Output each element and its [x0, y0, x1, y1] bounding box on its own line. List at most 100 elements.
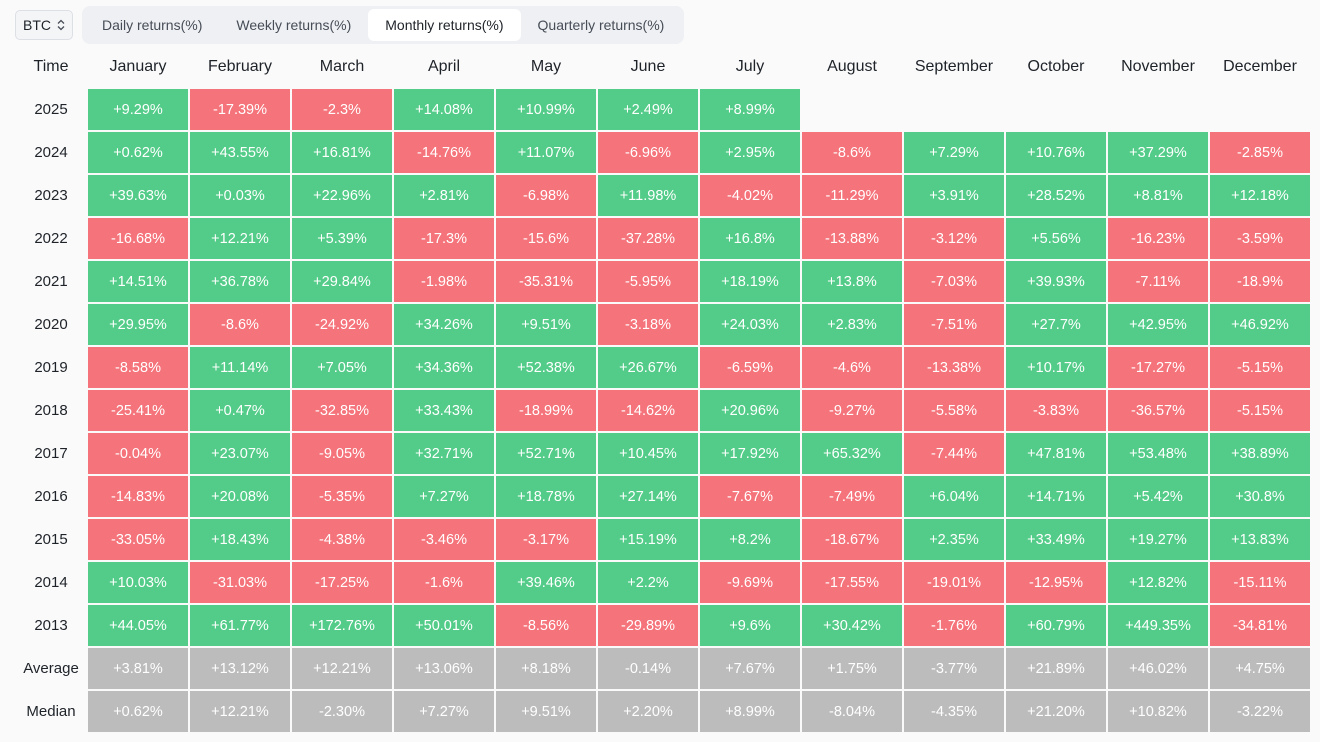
- return-cell: -3.17%: [496, 519, 596, 560]
- return-cell: +11.98%: [598, 175, 698, 216]
- summary-cell: +8.18%: [496, 648, 596, 689]
- summary-row-median: Median +0.62% +12.21% -2.30% +7.27% +9.51% +2.…: [16, 691, 1310, 732]
- return-cell: +0.62%: [88, 132, 188, 173]
- return-cell: +2.2%: [598, 562, 698, 603]
- summary-cell: +13.06%: [394, 648, 494, 689]
- return-cell: +39.46%: [496, 562, 596, 603]
- return-cell: -15.6%: [496, 218, 596, 259]
- return-cell: +11.07%: [496, 132, 596, 173]
- return-cell: -5.15%: [1210, 390, 1310, 431]
- return-cell: +13.8%: [802, 261, 902, 302]
- return-cell: +5.39%: [292, 218, 392, 259]
- summary-cell: -8.04%: [802, 691, 902, 732]
- return-cell: -31.03%: [190, 562, 290, 603]
- return-cell: +61.77%: [190, 605, 290, 646]
- return-cell: +7.05%: [292, 347, 392, 388]
- return-cell: +2.49%: [598, 89, 698, 130]
- return-cell: +50.01%: [394, 605, 494, 646]
- return-cell: +11.14%: [190, 347, 290, 388]
- return-cell: +10.03%: [88, 562, 188, 603]
- column-header-january: January: [109, 57, 167, 75]
- row-year-label: 2023: [34, 187, 68, 204]
- return-cell: -7.44%: [904, 433, 1004, 474]
- return-cell: -34.81%: [1210, 605, 1310, 646]
- return-cell: -5.95%: [598, 261, 698, 302]
- tab-weekly-returns[interactable]: Weekly returns(%): [236, 17, 352, 33]
- asset-select[interactable]: BTC: [15, 10, 73, 40]
- return-cell: -3.59%: [1210, 218, 1310, 259]
- return-cell: +13.83%: [1210, 519, 1310, 560]
- summary-cell: +13.12%: [190, 648, 290, 689]
- return-cell: +60.79%: [1006, 605, 1106, 646]
- return-cell: +33.49%: [1006, 519, 1106, 560]
- return-cell: -17.3%: [394, 218, 494, 259]
- column-header-june: June: [630, 57, 666, 75]
- return-cell: +16.8%: [700, 218, 800, 259]
- return-cell: -5.58%: [904, 390, 1004, 431]
- summary-cell: -2.30%: [292, 691, 392, 732]
- return-cell: +14.71%: [1006, 476, 1106, 517]
- return-cell: +46.92%: [1210, 304, 1310, 345]
- up-down-chevron-icon: [57, 19, 65, 31]
- summary-row-label: Median: [26, 703, 76, 720]
- return-cell: +19.27%: [1108, 519, 1208, 560]
- return-cell: -18.67%: [802, 519, 902, 560]
- column-header-october: October: [1027, 57, 1085, 75]
- return-cell: -17.25%: [292, 562, 392, 603]
- summary-cell: -3.22%: [1210, 691, 1310, 732]
- return-cell: +20.08%: [190, 476, 290, 517]
- table-row: 2023 +39.63% +0.03% +22.96% +2.81% -6.98% +11.…: [16, 175, 1310, 216]
- return-cell: -2.85%: [1210, 132, 1310, 173]
- column-header-february: February: [207, 57, 273, 75]
- return-cell: -8.58%: [88, 347, 188, 388]
- return-cell: -14.62%: [598, 390, 698, 431]
- return-cell: -36.57%: [1108, 390, 1208, 431]
- return-cell: -16.68%: [88, 218, 188, 259]
- return-cell: [1108, 89, 1208, 130]
- return-cell: +17.92%: [700, 433, 800, 474]
- return-cell: -17.55%: [802, 562, 902, 603]
- return-cell: -15.11%: [1210, 562, 1310, 603]
- return-cell: [1210, 89, 1310, 130]
- return-cell: +53.48%: [1108, 433, 1208, 474]
- return-cell: -17.27%: [1108, 347, 1208, 388]
- return-cell: -14.83%: [88, 476, 188, 517]
- return-cell: [904, 89, 1004, 130]
- return-cell: -37.28%: [598, 218, 698, 259]
- return-cell: +2.81%: [394, 175, 494, 216]
- row-year-label: 2021: [34, 273, 68, 290]
- return-cell: +7.27%: [394, 476, 494, 517]
- tab-daily-returns[interactable]: Daily returns(%): [102, 17, 203, 33]
- return-cell: +12.18%: [1210, 175, 1310, 216]
- summary-cell: +7.27%: [394, 691, 494, 732]
- return-cell: -35.31%: [496, 261, 596, 302]
- return-cell: +8.81%: [1108, 175, 1208, 216]
- summary-cell: +2.20%: [598, 691, 698, 732]
- return-cell: -18.9%: [1210, 261, 1310, 302]
- return-cell: +26.67%: [598, 347, 698, 388]
- table-row: 2022 -16.68% +12.21% +5.39% -17.3% -15.6% -37.…: [16, 218, 1310, 259]
- tab-quarterly-returns[interactable]: Quarterly returns(%): [537, 17, 665, 33]
- return-cell: -7.11%: [1108, 261, 1208, 302]
- return-cell: +18.19%: [700, 261, 800, 302]
- return-cell: +10.17%: [1006, 347, 1106, 388]
- return-cell: -1.76%: [904, 605, 1004, 646]
- return-cell: +22.96%: [292, 175, 392, 216]
- return-cell: +3.91%: [904, 175, 1004, 216]
- monthly-returns-table: Time January February March April May June Jul…: [14, 44, 1312, 734]
- return-cell: +20.96%: [700, 390, 800, 431]
- row-year-label: 2014: [34, 574, 68, 591]
- tab-monthly-returns[interactable]: Monthly returns(%): [368, 9, 521, 41]
- return-cell: -8.56%: [496, 605, 596, 646]
- return-cell: -2.3%: [292, 89, 392, 130]
- return-cell: -3.46%: [394, 519, 494, 560]
- summary-cell: +12.21%: [190, 691, 290, 732]
- return-cell: +6.04%: [904, 476, 1004, 517]
- return-cell: +24.03%: [700, 304, 800, 345]
- row-year-label: 2024: [34, 144, 68, 161]
- return-cell: +27.7%: [1006, 304, 1106, 345]
- summary-cell: -4.35%: [904, 691, 1004, 732]
- return-cell: +2.83%: [802, 304, 902, 345]
- table-row: 2017 -0.04% +23.07% -9.05% +32.71% +52.71% +10…: [16, 433, 1310, 474]
- return-cell: +39.63%: [88, 175, 188, 216]
